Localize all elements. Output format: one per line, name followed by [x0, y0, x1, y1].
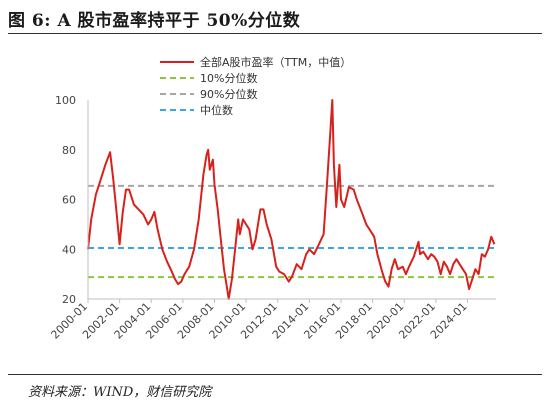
- x-tick-labels: 2000-012002-012004-012006-012008-012010-…: [48, 300, 469, 342]
- pe-chart: 20 40 60 80 100 2000-012002-012004-012006-01…: [48, 55, 496, 342]
- y-tick-label: 100: [55, 94, 76, 107]
- source-note: 资料来源：WIND，财信研究院: [28, 385, 212, 400]
- reference-lines: [88, 184, 496, 279]
- legend-label: 全部A股市盈率（TTM，中值）: [200, 55, 351, 69]
- y-tick-labels: 20 40 60 80 100: [55, 94, 76, 306]
- legend-label: 10%分位数: [200, 71, 257, 85]
- y-tick-label: 80: [62, 144, 76, 157]
- legend-label: 中位数: [200, 103, 233, 117]
- series-layer: [87, 99, 496, 300]
- y-tick-label: 60: [62, 194, 76, 207]
- y-tick-label: 20: [62, 293, 76, 306]
- y-tick-label: 40: [62, 243, 76, 256]
- axes: [87, 100, 496, 303]
- title-rule: [8, 33, 542, 34]
- pe-series-line: [87, 99, 496, 300]
- source-rule: [8, 374, 542, 375]
- legend-label: 90%分位数: [200, 87, 257, 101]
- figure-title: 图 6: A 股市盈率持平于 50%分位数: [8, 11, 301, 31]
